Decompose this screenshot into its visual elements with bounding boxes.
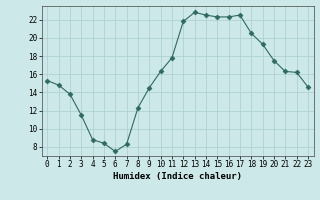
X-axis label: Humidex (Indice chaleur): Humidex (Indice chaleur)	[113, 172, 242, 181]
